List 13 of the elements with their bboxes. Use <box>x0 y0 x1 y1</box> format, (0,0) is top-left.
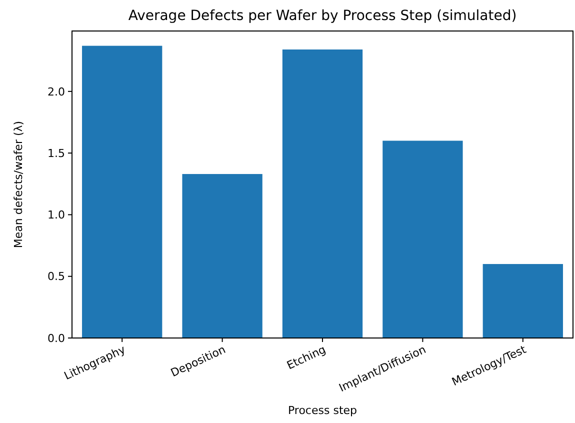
bar <box>182 174 262 338</box>
bar <box>482 264 563 338</box>
bar <box>282 49 363 338</box>
y-tick-label: 0.5 <box>48 270 65 284</box>
bar <box>382 140 463 338</box>
x-axis-title: Process step <box>288 404 358 417</box>
bar <box>82 46 162 338</box>
y-tick-label: 1.0 <box>48 208 65 222</box>
y-axis-title: Mean defects/wafer (λ) <box>12 120 25 248</box>
y-tick-label: 0.0 <box>48 332 65 345</box>
y-tick-label: 1.5 <box>48 146 65 160</box>
chart-title: Average Defects per Wafer by Process Step (simulated) <box>128 8 517 24</box>
y-tick-label: 2.0 <box>48 85 65 98</box>
